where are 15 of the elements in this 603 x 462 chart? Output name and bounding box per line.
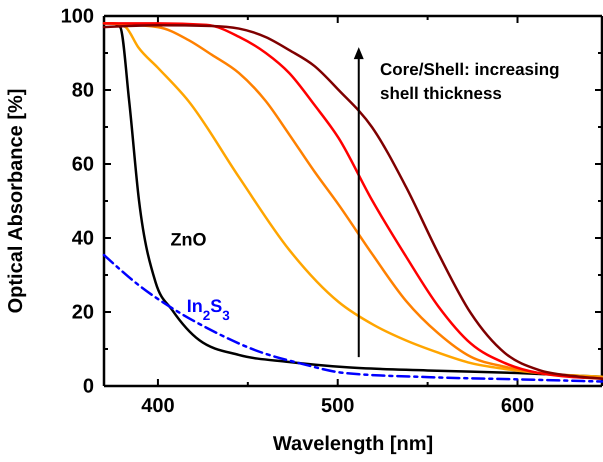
line-series: [102, 254, 603, 383]
y-tick-label: 80: [72, 79, 94, 102]
y-tick-label: 40: [72, 227, 94, 250]
x-tick-label: 400: [141, 395, 175, 418]
x-tick-label: 500: [321, 395, 354, 418]
y-tick-label: 100: [60, 5, 94, 28]
y-axis-title: Optical Absorbance [%]: [5, 88, 27, 314]
series-label: ZnO: [170, 229, 206, 250]
x-axis-title: Wavelength [nm]: [272, 433, 434, 455]
series-label: In$_{2}$S$_{3}$: [186, 296, 230, 322]
x-tick-label: 600: [500, 395, 534, 418]
annotation: Core/Shell: increasing shell thickness: [380, 60, 560, 103]
y-tick-label: 0: [82, 375, 94, 398]
y-tick-label: 60: [72, 153, 94, 176]
y-tick-label: 20: [72, 301, 94, 324]
